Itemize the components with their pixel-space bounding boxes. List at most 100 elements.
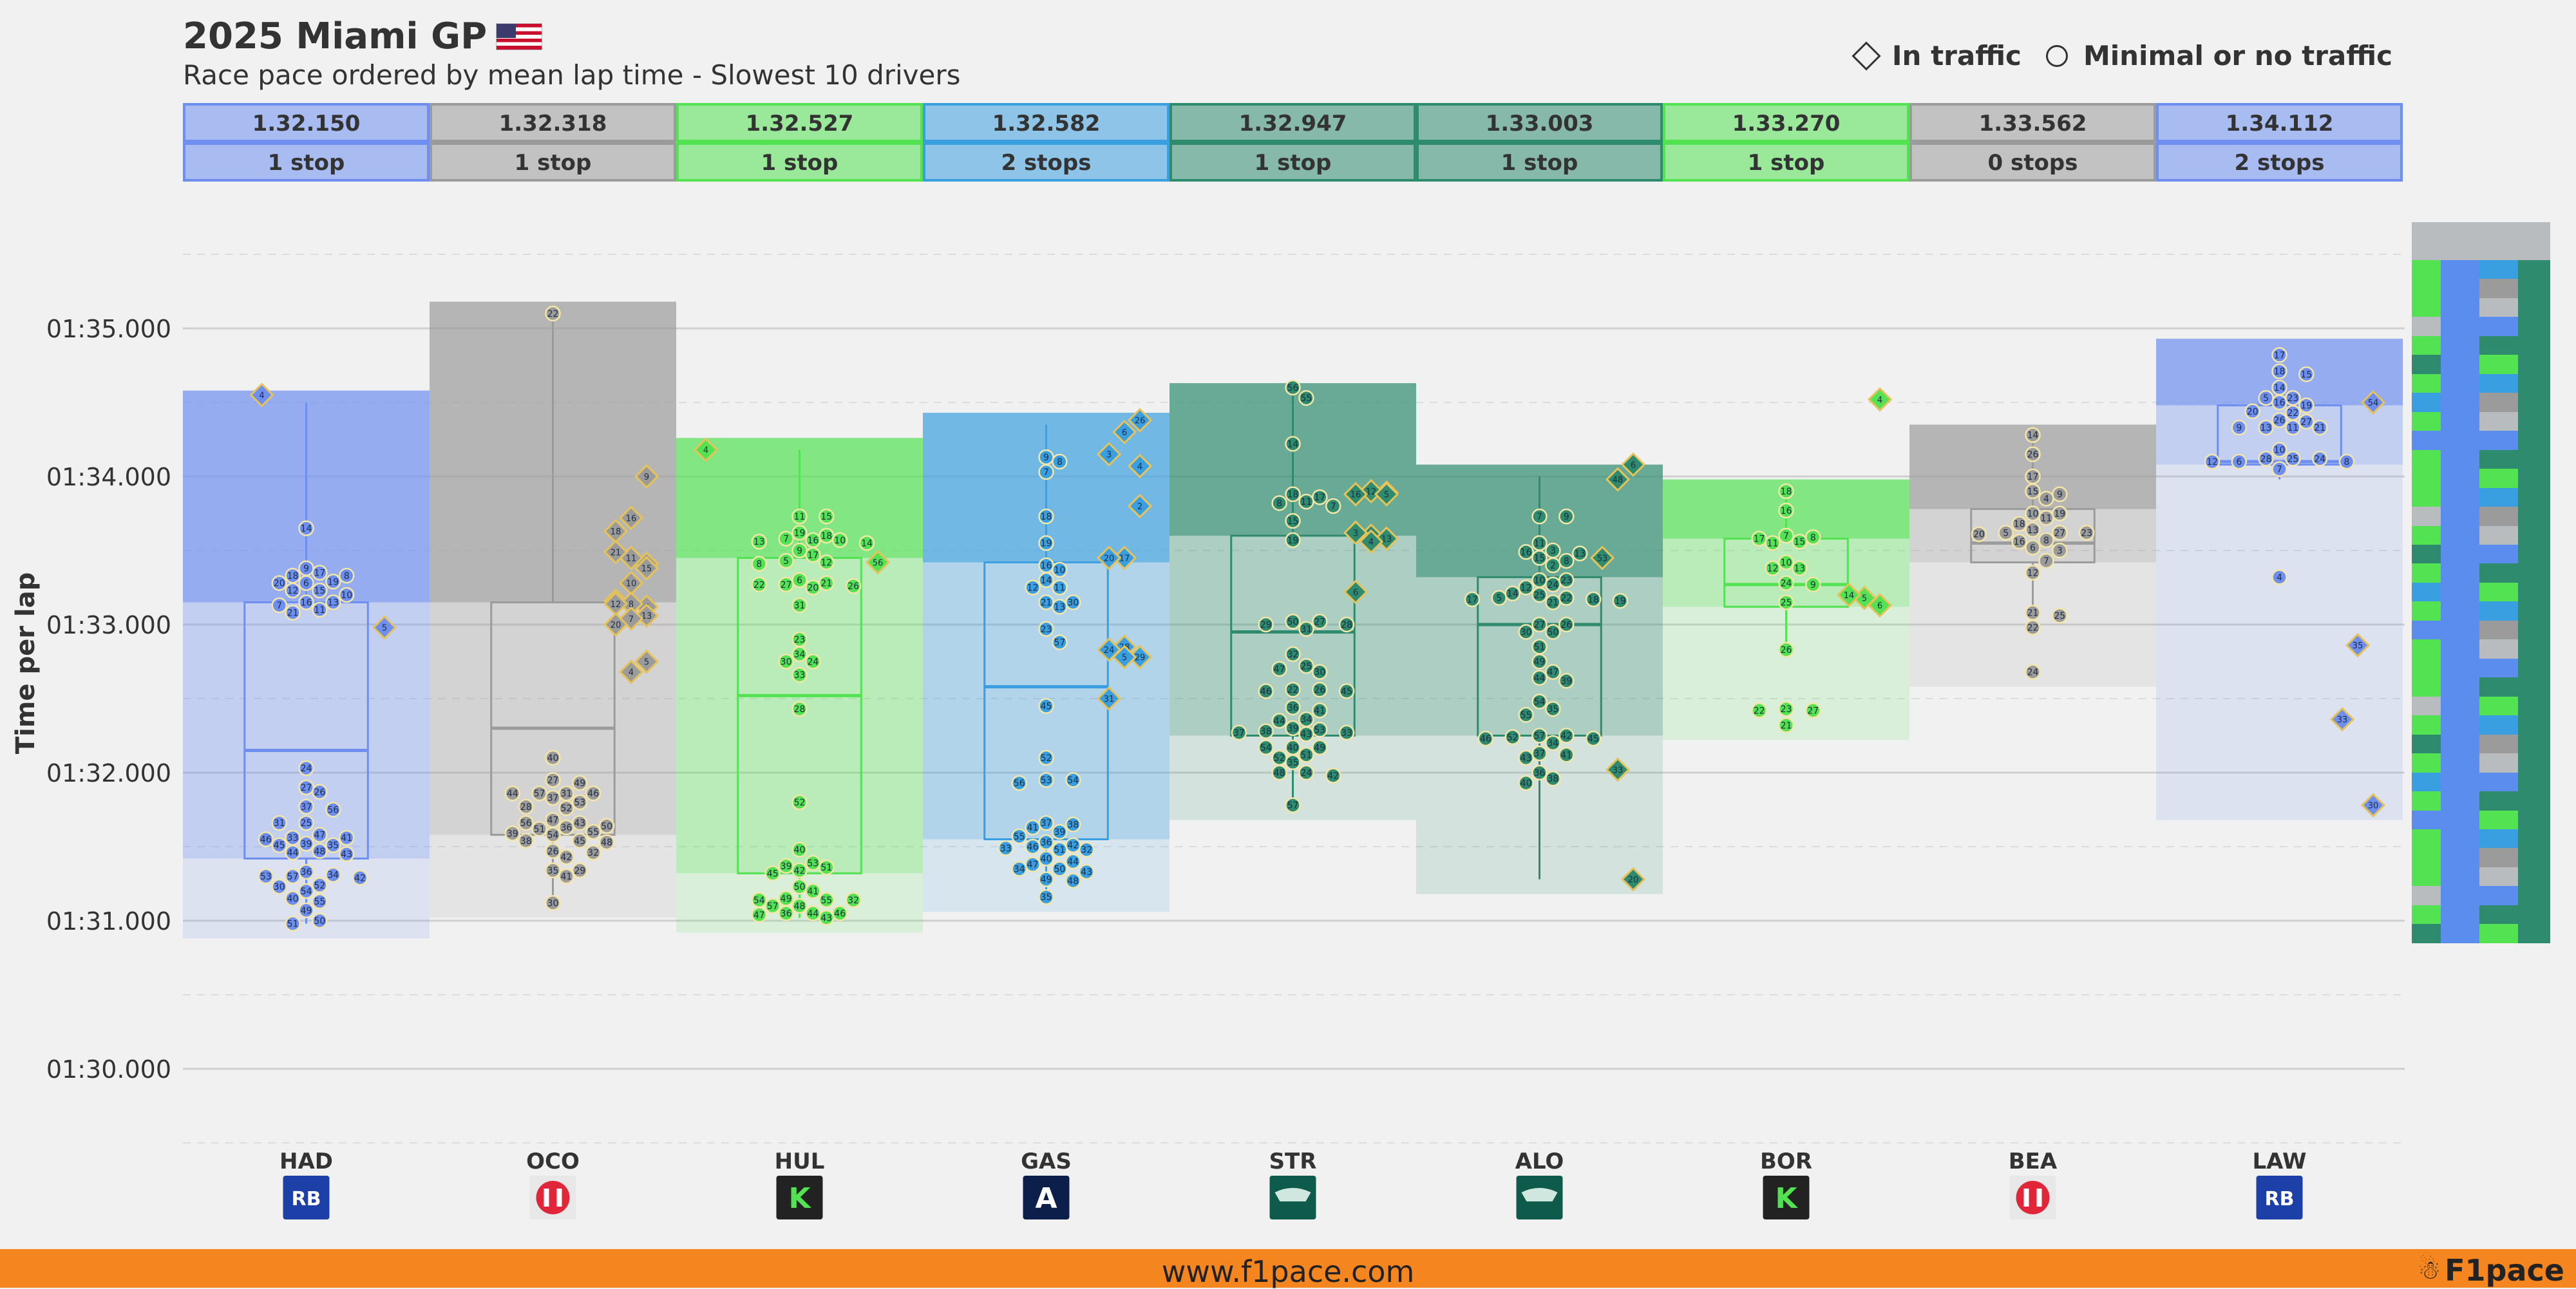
lap-point	[2271, 394, 2287, 411]
lap-point	[1778, 502, 1794, 519]
lap-point	[1518, 775, 1534, 791]
lap-number: 50	[601, 822, 612, 832]
lap-number: 18	[2274, 367, 2286, 377]
strip-row	[2412, 734, 2550, 754]
lap-number: 5	[1862, 594, 1867, 604]
lap-point	[2025, 664, 2041, 680]
strip-cell	[2441, 829, 2479, 849]
lap-number: 33	[794, 670, 806, 681]
lap-point	[1805, 576, 1821, 593]
lap-point	[1751, 702, 1767, 719]
strip-cell	[2441, 886, 2479, 905]
lap-number: 53	[807, 858, 819, 869]
strip-row	[2412, 393, 2550, 412]
strip-cell	[2441, 222, 2479, 241]
lap-point	[572, 862, 588, 879]
strip-cell	[2518, 449, 2550, 469]
traffic-lap-point	[249, 382, 274, 408]
lap-number: 26	[848, 581, 859, 592]
stops-cell	[1170, 142, 1416, 182]
lap-number: 47	[753, 910, 765, 921]
lap-number: 25	[1781, 598, 1792, 608]
lap-number: 33	[287, 833, 299, 843]
traffic-lap-point	[2329, 707, 2355, 732]
lap-number: 29	[1135, 654, 1146, 663]
strip-cell	[2441, 905, 2479, 925]
lap-number: 52	[1041, 753, 1052, 764]
team-logo-mark: RB	[2265, 1188, 2295, 1210]
strip-row	[2412, 487, 2550, 507]
lap-point	[1038, 464, 1054, 480]
stops-cell	[2156, 142, 2403, 182]
lap-number: 34	[1547, 739, 1558, 749]
strip-cell	[2412, 563, 2441, 583]
traffic-lap-point	[1836, 582, 1862, 608]
lap-point	[1778, 594, 1794, 610]
lap-number: 13	[2027, 525, 2039, 536]
lap-number: 21	[1781, 720, 1792, 731]
strip-cell	[2479, 449, 2518, 469]
lap-number: 10	[834, 536, 846, 546]
strip-cell	[2479, 544, 2518, 564]
lap-number: 20	[1104, 554, 1115, 564]
lap-number: 13	[327, 598, 339, 608]
strip-cell	[2479, 848, 2518, 867]
lap-point	[805, 579, 821, 596]
lap-number: 20	[611, 621, 621, 630]
lap-point	[1271, 661, 1287, 677]
lap-point	[1477, 730, 1494, 747]
strip-cell	[2518, 563, 2550, 583]
lap-point	[1531, 693, 1548, 710]
lap-point	[298, 814, 314, 831]
traffic-lap-point	[618, 659, 644, 684]
lap-number: 24	[1104, 646, 1115, 655]
stops-label: 1 stop	[761, 150, 838, 176]
lap-point	[1285, 486, 1301, 502]
strip-row	[2412, 677, 2550, 697]
lap-number: 13	[1054, 602, 1065, 612]
lap-point	[858, 535, 875, 551]
traffic-lap-point	[603, 612, 629, 637]
lap-number: 30	[1314, 668, 1325, 678]
lap-point	[2271, 347, 2287, 363]
lap-point	[1558, 728, 1575, 744]
lap-number: 3	[1353, 529, 1358, 538]
strip-cell	[2518, 772, 2550, 792]
lap-number: 30	[1067, 598, 1079, 608]
lap-number: 18	[820, 531, 832, 541]
strip-cell	[2441, 658, 2479, 678]
strip-cell	[2412, 715, 2441, 735]
lap-point	[791, 898, 808, 914]
lap-point	[2231, 453, 2248, 470]
strip-cell	[2518, 241, 2550, 260]
lap-point	[518, 798, 534, 815]
strip-cell	[2412, 317, 2441, 336]
lap-point	[1778, 717, 1794, 733]
lap-number: 23	[1781, 704, 1792, 715]
lap-point	[2285, 451, 2301, 467]
lap-number: 25	[1300, 661, 1312, 672]
lap-point	[1011, 775, 1027, 791]
footer-url[interactable]: www.f1pace.com	[1161, 1254, 1415, 1289]
lap-number: 32	[1287, 650, 1299, 660]
strip-row	[2412, 431, 2550, 450]
lap-point	[1312, 702, 1328, 719]
strip-cell	[2441, 393, 2479, 412]
lap-number: 42	[794, 866, 806, 876]
lap-point	[258, 831, 274, 847]
lap-point	[1285, 379, 1301, 396]
lap-point	[791, 862, 808, 879]
lap-number: 6	[797, 576, 802, 586]
lap-point	[778, 654, 794, 670]
lap-number: 44	[1067, 857, 1079, 867]
strip-cell	[2479, 373, 2518, 393]
lap-number: 12	[287, 586, 299, 596]
lap-number: 26	[2027, 450, 2039, 460]
stops-cell	[1416, 142, 1663, 182]
lap-number: 40	[287, 894, 299, 905]
lap-point	[1038, 572, 1054, 588]
strip-cell	[2479, 487, 2518, 507]
team-logo-mark: K	[788, 1182, 811, 1215]
